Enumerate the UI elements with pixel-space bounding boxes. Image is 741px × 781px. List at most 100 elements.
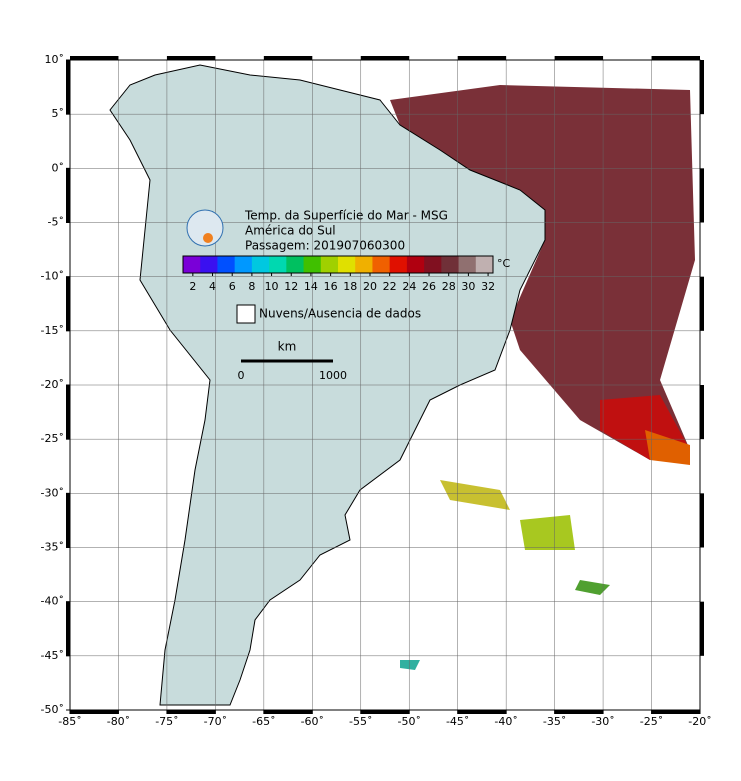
scale-start: 0	[238, 369, 245, 382]
colorbar-segment	[441, 256, 460, 273]
border-segment	[360, 56, 410, 60]
colorbar-tick-label: 24	[402, 280, 416, 293]
legend-swatch	[236, 304, 256, 324]
colorbar-tick-label: 2	[189, 280, 196, 293]
colorbar-segment	[217, 256, 236, 273]
scale-end: 1000	[319, 369, 347, 382]
x-tick-label: -45˚	[446, 715, 469, 728]
border-segment	[66, 601, 70, 656]
border-segment	[457, 710, 507, 714]
logo	[186, 209, 224, 247]
colorbar-tick-label: 8	[248, 280, 255, 293]
colorbar-unit: °C	[497, 257, 511, 270]
colorbar-segment	[424, 256, 442, 273]
x-tick-label: -35˚	[543, 715, 566, 728]
colorbar-segment	[320, 256, 339, 273]
colorbar-segment	[372, 256, 391, 273]
y-tick-label: -35˚	[41, 541, 64, 554]
colorbar-segment	[475, 256, 494, 273]
border-segment	[554, 56, 604, 60]
x-tick-label: -70˚	[204, 715, 227, 728]
colorbar-segment	[458, 256, 477, 273]
y-tick-label: -20˚	[41, 378, 64, 391]
colorbar-tick-label: 22	[383, 280, 397, 293]
y-tick-label: -50˚	[41, 703, 64, 716]
border-segment	[700, 601, 704, 656]
y-tick-label: -10˚	[41, 270, 64, 283]
border-segment	[66, 168, 70, 223]
border-segment	[700, 276, 704, 331]
border-segment	[70, 710, 119, 714]
colorbar-segment	[183, 256, 201, 273]
border-segment	[166, 56, 216, 60]
colorbar-segment	[389, 256, 408, 273]
y-tick-label: 5˚	[52, 107, 65, 120]
region: América do Sul	[245, 224, 336, 238]
sst-green	[575, 580, 610, 595]
sst-lime	[520, 515, 575, 550]
border-segment	[66, 385, 70, 440]
sst-warm	[390, 85, 695, 460]
logo-dot	[203, 233, 213, 243]
border-segment	[554, 710, 604, 714]
border-segment	[263, 56, 313, 60]
colorbar-segment	[406, 256, 425, 273]
border-segment	[66, 60, 70, 115]
colorbar-segment	[234, 256, 253, 273]
colorbar-tick-label: 20	[363, 280, 377, 293]
colorbar-tick-label: 28	[442, 280, 456, 293]
scale-unit: km	[278, 340, 297, 354]
x-tick-label: -20˚	[688, 715, 711, 728]
colorbar-tick-label: 14	[304, 280, 318, 293]
x-tick-label: -30˚	[591, 715, 614, 728]
colorbar-tick-label: 26	[422, 280, 436, 293]
legend-text: Nuvens/Ausencia de dados	[259, 307, 421, 321]
border-segment	[700, 385, 704, 440]
colorbar-segment	[338, 256, 356, 273]
title: Temp. da Superfície do Mar - MSG	[244, 209, 448, 223]
y-tick-label: 10˚	[45, 53, 65, 66]
border-segment	[66, 276, 70, 331]
colorbar-tick-label: 18	[343, 280, 357, 293]
colorbar-frame	[182, 255, 494, 274]
x-tick-label: -50˚	[397, 715, 420, 728]
border-segment	[651, 56, 700, 60]
border-segment	[700, 168, 704, 223]
colorbar-tick-label: 16	[324, 280, 338, 293]
colorbar-segment	[200, 256, 218, 273]
colorbar-tick-label: 12	[284, 280, 298, 293]
colorbar-tick-label: 30	[461, 280, 475, 293]
x-tick-label: -75˚	[155, 715, 178, 728]
y-tick-label: -30˚	[41, 486, 64, 499]
colorbar-tick-label: 32	[481, 280, 495, 293]
colorbar-segment	[303, 256, 322, 273]
colorbar-segment	[286, 256, 305, 273]
pass: Passagem: 201907060300	[245, 239, 405, 253]
x-tick-label: -85˚	[58, 715, 81, 728]
colorbar-tick-label: 10	[265, 280, 279, 293]
colorbar-tick-label: 4	[209, 280, 216, 293]
border-segment	[457, 56, 507, 60]
colorbar-segment	[355, 256, 373, 273]
colorbar-tick-label: 6	[229, 280, 236, 293]
border-segment	[263, 710, 313, 714]
border-segment	[700, 493, 704, 548]
border-segment	[70, 56, 119, 60]
y-tick-label: -45˚	[41, 649, 64, 662]
border-segment	[66, 493, 70, 548]
y-tick-label: -5˚	[48, 216, 64, 229]
frame	[69, 59, 701, 711]
y-tick-label: -15˚	[41, 324, 64, 337]
y-tick-label: -25˚	[41, 432, 64, 445]
y-tick-label: -40˚	[41, 595, 64, 608]
sst-cyan	[400, 660, 420, 670]
x-tick-label: -60˚	[301, 715, 324, 728]
border-segment	[360, 710, 410, 714]
sst-orange	[645, 430, 690, 465]
x-tick-label: -55˚	[349, 715, 372, 728]
x-tick-label: -80˚	[107, 715, 130, 728]
x-tick-label: -40˚	[494, 715, 517, 728]
x-tick-label: -25˚	[640, 715, 663, 728]
y-tick-label: 0˚	[52, 161, 65, 174]
